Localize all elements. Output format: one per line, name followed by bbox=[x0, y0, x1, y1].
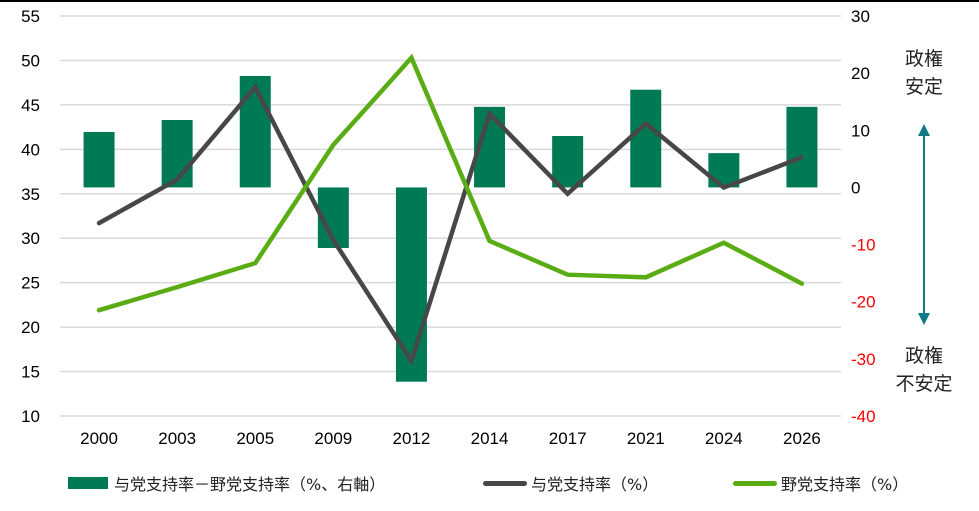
legend-swatch-bar bbox=[68, 477, 108, 489]
bar-series-difference bbox=[83, 76, 818, 382]
bar bbox=[786, 106, 818, 188]
bar bbox=[395, 187, 427, 382]
annotation-top-line1: 政権 bbox=[905, 48, 943, 70]
legend-label-ruling: 与党支持率（%） bbox=[531, 475, 659, 494]
left-axis-tick: 30 bbox=[21, 229, 40, 248]
right-axis-tick: 0 bbox=[851, 178, 860, 197]
legend-label-opposition: 野党支持率（%） bbox=[781, 475, 909, 494]
bar bbox=[83, 132, 115, 188]
annotation-bottom-line1: 政権 bbox=[905, 345, 943, 367]
chart-area: 55 50 45 40 35 30 25 20 15 10 30 20 10 0 -10 -20 -30 -40… bbox=[21, 7, 952, 448]
annotation-top-line2: 安定 bbox=[905, 76, 943, 98]
x-axis-ticks: 2000 2003 2005 2009 2012 2014 2017 2021 2024 2026 bbox=[80, 429, 821, 448]
x-axis-tick: 2003 bbox=[158, 429, 196, 448]
x-axis-tick: 2009 bbox=[314, 429, 352, 448]
right-axis-tick: -30 bbox=[851, 350, 876, 369]
left-axis-tick: 40 bbox=[21, 140, 40, 159]
right-axis-tick: 30 bbox=[851, 7, 870, 26]
legend-swatch-ruling bbox=[483, 480, 527, 486]
line-series bbox=[96, 53, 805, 367]
x-axis-tick: 2014 bbox=[471, 429, 509, 448]
annotation-bottom-line2: 不安定 bbox=[895, 373, 952, 395]
right-axis-tick: -20 bbox=[851, 293, 876, 312]
legend-item-opposition: 野党支持率（%） bbox=[733, 468, 908, 498]
left-axis-tick: 20 bbox=[21, 318, 40, 337]
left-axis-ticks: 55 50 45 40 35 30 25 20 15 10 bbox=[21, 7, 40, 426]
arrow-down-icon bbox=[918, 313, 930, 325]
x-axis-tick: 2000 bbox=[80, 429, 118, 448]
ruling-party-line bbox=[96, 83, 805, 367]
x-axis-tick: 2021 bbox=[627, 429, 665, 448]
right-axis-tick: -10 bbox=[851, 236, 876, 255]
arrow-up-icon bbox=[918, 124, 930, 136]
right-axis-tick: -40 bbox=[851, 407, 876, 426]
right-axis-tick: 10 bbox=[851, 121, 870, 140]
x-axis-tick: 2005 bbox=[236, 429, 274, 448]
opposition-party-line bbox=[96, 53, 805, 313]
x-axis-tick: 2012 bbox=[393, 429, 431, 448]
x-axis-tick: 2026 bbox=[783, 429, 821, 448]
x-axis-tick: 2024 bbox=[705, 429, 743, 448]
legend: 与党支持率－野党支持率（%、右軸） 与党支持率（%） 野党支持率（%） bbox=[0, 468, 979, 498]
top-border bbox=[0, 0, 979, 2]
legend-item-ruling: 与党支持率（%） bbox=[483, 468, 658, 498]
legend-item-difference: 与党支持率－野党支持率（%、右軸） bbox=[68, 468, 385, 498]
left-axis-tick: 10 bbox=[21, 407, 40, 426]
gridlines bbox=[60, 15, 841, 417]
left-axis-tick: 50 bbox=[21, 51, 40, 70]
left-axis-tick: 55 bbox=[21, 7, 40, 26]
right-axis-ticks: 30 20 10 0 -10 -20 -30 -40 bbox=[851, 7, 876, 426]
right-axis-tick: 20 bbox=[851, 64, 870, 83]
left-axis-tick: 45 bbox=[21, 96, 40, 115]
legend-label-difference: 与党支持率－野党支持率（%、右軸） bbox=[114, 475, 386, 494]
x-axis-tick: 2017 bbox=[549, 429, 587, 448]
bar bbox=[239, 76, 271, 188]
left-axis-tick: 35 bbox=[21, 185, 40, 204]
legend-swatch-opposition bbox=[733, 480, 777, 486]
left-axis-tick: 15 bbox=[21, 363, 40, 382]
bar bbox=[630, 89, 662, 188]
bar bbox=[552, 136, 584, 188]
left-axis-tick: 25 bbox=[21, 274, 40, 293]
